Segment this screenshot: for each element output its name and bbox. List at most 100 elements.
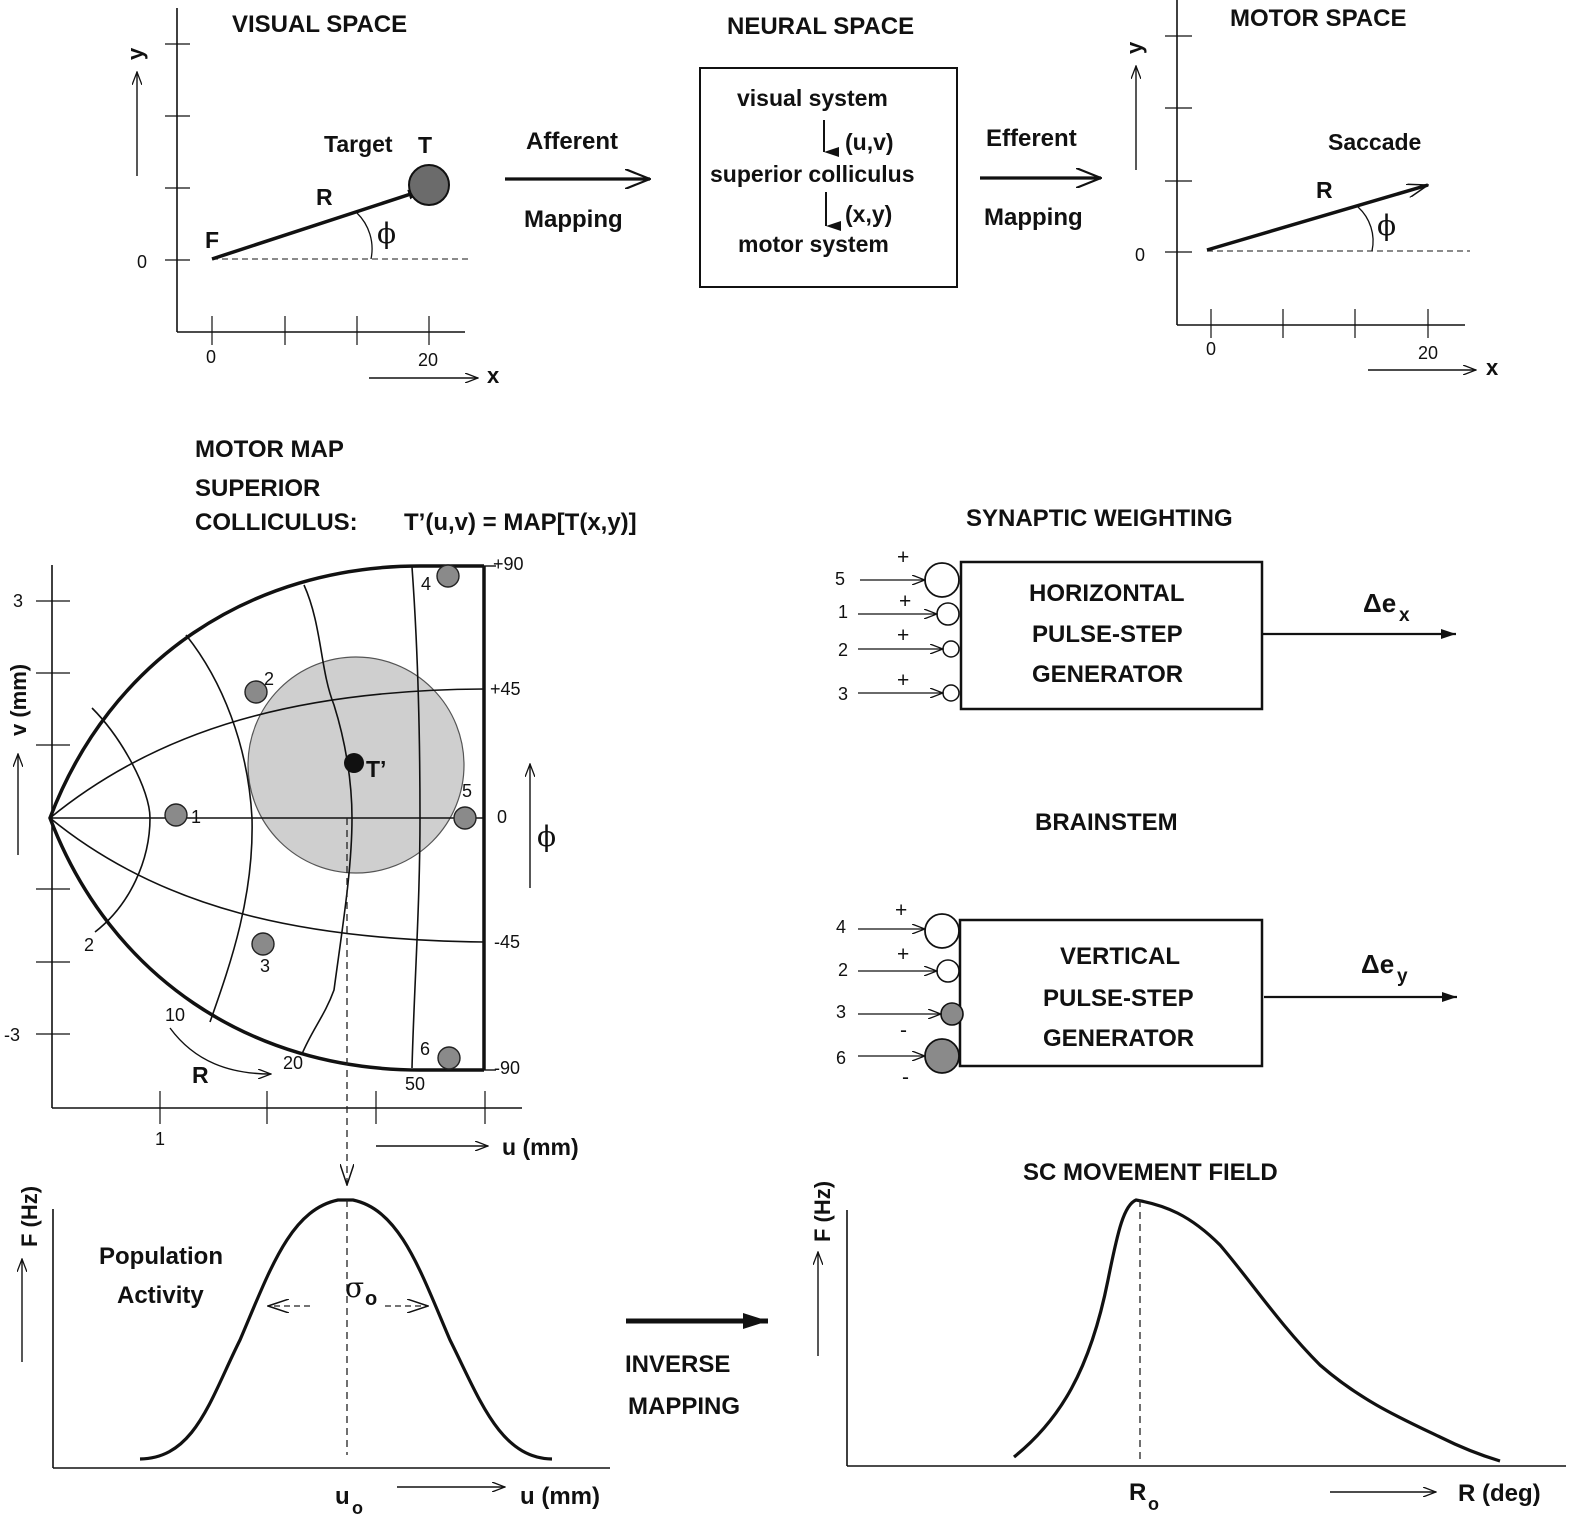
map-u-label: u (mm) [502,1134,579,1160]
v-synapse-3 [940,1002,964,1026]
horizontal-output-label: Δe [1363,588,1396,618]
neural-box [699,67,958,288]
efferent-line2: Mapping [984,204,1083,231]
v-input-label-4: 4 [836,917,846,937]
population-activity-panel: F (Hz) Population Activity σ o u o u (mm… [17,1186,610,1518]
h-synapse-2 [942,640,960,658]
amp-label-50: 50 [405,1074,425,1094]
site-2-label: 2 [264,669,274,689]
vertical-line3: GENERATOR [1043,1025,1194,1052]
motor-map-panel: MOTOR MAP SUPERIOR COLLICULUS: T’(u,v) =… [4,436,637,1185]
horizontal-line2: PULSE-STEP [1032,621,1183,648]
inverse-line2: MAPPING [628,1393,740,1420]
visual-phi-arc [356,212,373,260]
r0-label: R [1129,1479,1146,1506]
v-sign-4: + [895,899,907,922]
afferent-line1: Afferent [526,128,618,155]
motor-space-title: MOTOR SPACE [1230,5,1406,32]
iso-direction-p45 [49,688,485,819]
iso-amplitude-50 [411,566,421,1069]
v-synapse-6 [924,1038,960,1074]
neural-line1: visual system [737,85,888,111]
neural-space-title: NEURAL SPACE [727,13,914,40]
site-6-dot [437,1046,461,1070]
iso-amplitude-10 [185,634,253,1023]
vertical-generator-box [958,918,1264,1068]
efferent-line1: Efferent [986,125,1077,152]
visual-tick-x20: 20 [418,350,438,370]
v-synapse-2 [936,959,960,983]
map-v-label: v (mm) [6,664,31,736]
v-sign-6: - [902,1066,909,1089]
vertical-output-label: Δe [1361,949,1394,979]
motor-map-title3: COLLICULUS: [195,509,358,536]
horizontal-generator-box [959,560,1264,711]
population-curve [139,1198,553,1461]
motor-space-panel: MOTOR SPACE 0 0 20 y x Saccade R ϕ [1122,0,1499,380]
map-r-arrow [169,1027,271,1074]
h-sign-1: + [899,590,911,613]
sigma-label: σ [345,1271,364,1304]
motor-map-equation: T’(u,v) = MAP[T(x,y)] [404,509,637,536]
phi-label-0: 0 [497,807,507,827]
neural-coord2: (x,y) [845,201,892,227]
vertical-line1: VERTICAL [1060,943,1180,970]
iso-direction-m45 [49,817,485,943]
visual-r-vector [211,188,424,261]
colliculus-boundary [48,564,484,1072]
afferent-line2: Mapping [524,206,623,233]
visual-phi-label: ϕ [377,217,396,250]
horizontal-line3: GENERATOR [1032,661,1183,688]
movement-field-panel: SC MOVEMENT FIELD F (Hz) R o R (deg) [810,1159,1566,1514]
amp-label-10: 10 [165,1005,185,1025]
neural-coord1: (u,v) [845,129,894,155]
h-synapse-1 [936,602,960,626]
visual-r-label: R [316,184,333,210]
iso-amplitude-20 [301,584,353,1055]
inverse-line1: INVERSE [625,1351,730,1378]
visual-f-label: F [205,227,219,253]
v-sign-3: - [900,1019,907,1042]
site-3-dot [251,932,275,956]
saccade-vector [1206,183,1428,252]
visual-tick-x0: 0 [206,347,216,367]
synaptic-weighting-panel: SYNAPTIC WEIGHTING HORIZONTAL PULSE-STEP… [835,505,1457,1089]
vertical-line2: PULSE-STEP [1043,985,1194,1012]
motor-r-label: R [1316,177,1333,203]
site-4-label: 4 [421,574,431,594]
motor-map-title2: SUPERIOR [195,475,320,502]
pop-label2: Activity [117,1282,204,1309]
h-synapse-5 [924,562,960,598]
visual-space-title: VISUAL SPACE [232,11,407,38]
h-input-label-3: 3 [838,684,848,704]
phi-label-p45: +45 [490,679,521,699]
efferent-mapping: Efferent Mapping [980,125,1101,231]
pop-label1: Population [99,1243,223,1270]
map-tick-u1: 1 [155,1129,165,1149]
t-prime-dot [344,753,364,773]
h-synapse-3 [942,684,960,702]
mf-x-label: R (deg) [1458,1480,1541,1507]
horizontal-output-sub: x [1399,605,1410,626]
site-5-dot [453,806,477,830]
iso-amplitude-2 [91,707,151,933]
visual-space-panel: VISUAL SPACE 0 0 20 y x Target T F R ϕ [123,8,500,388]
phi-label-m90: -90 [494,1058,520,1078]
amp-label-2: 2 [84,935,94,955]
pop-y-label: F (Hz) [17,1186,42,1247]
site-6-label: 6 [420,1039,430,1059]
site-1-dot [164,803,188,827]
h-sign-3: + [897,669,909,692]
motor-phi-arc [1357,206,1374,252]
site-1-label: 1 [191,807,201,827]
visual-origin-y: 0 [137,252,147,272]
neural-line3: motor system [738,231,889,257]
neural-line2: superior colliculus [710,161,915,187]
neural-space-panel: NEURAL SPACE visual system (u,v) superio… [699,13,958,288]
saccade-label: Saccade [1328,129,1421,155]
motor-y-label: y [1122,41,1147,54]
map-tick-vm3: -3 [4,1025,20,1045]
pop-x-label: u (mm) [520,1483,600,1510]
movement-field-curve [1012,1198,1501,1463]
synaptic-title: SYNAPTIC WEIGHTING [966,505,1233,532]
